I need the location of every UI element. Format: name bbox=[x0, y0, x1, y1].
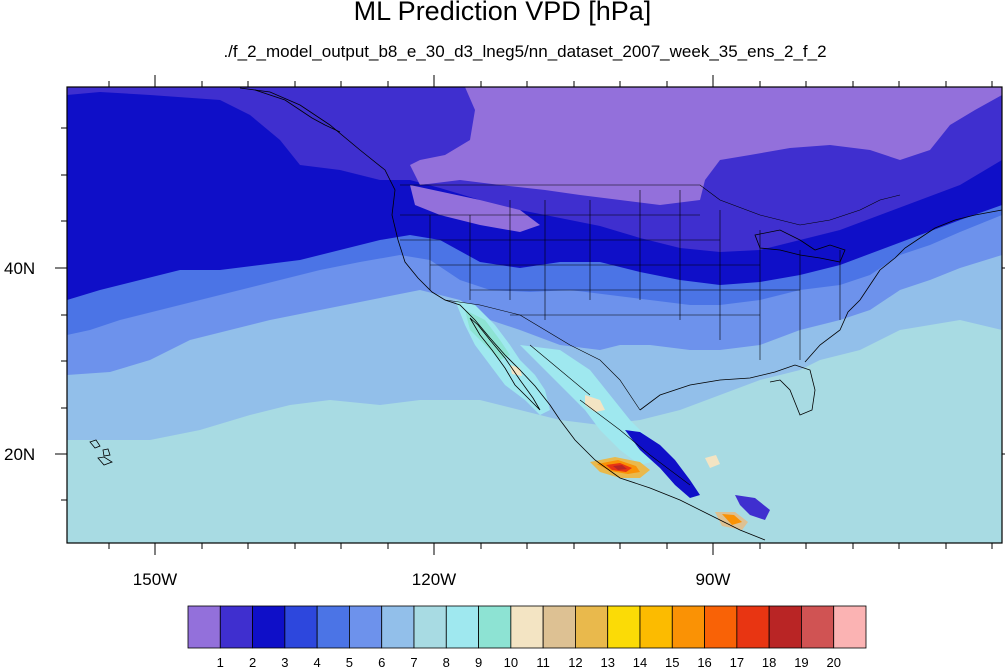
colorbar-swatch bbox=[284, 605, 318, 649]
field-level-15-central bbox=[722, 514, 742, 525]
coastlines bbox=[89, 87, 1002, 541]
field-level-1-2 bbox=[410, 87, 1002, 205]
colorbar-swatch bbox=[607, 605, 641, 649]
colorbar-label: 17 bbox=[730, 655, 744, 670]
colorbar-label: 6 bbox=[378, 655, 385, 670]
colorbar-label: 5 bbox=[346, 655, 353, 670]
lon-label-150w: 150W bbox=[133, 570, 177, 589]
field-level-1-2-b bbox=[410, 185, 540, 232]
colorbar-label: 16 bbox=[697, 655, 711, 670]
colorbar-swatch bbox=[381, 605, 415, 649]
colorbar-swatch bbox=[639, 605, 673, 649]
gulf-coast bbox=[639, 364, 816, 416]
colorbar-label: 9 bbox=[475, 655, 482, 670]
colorbar-swatch bbox=[510, 605, 544, 649]
colorbar-swatch bbox=[736, 605, 770, 649]
field-level-10-11-b bbox=[510, 365, 522, 376]
colorbar-swatch bbox=[187, 605, 221, 649]
colorbar-swatch bbox=[445, 605, 479, 649]
lon-label-90w: 90W bbox=[696, 570, 731, 589]
colorbar-label: 18 bbox=[762, 655, 776, 670]
colorbar-label: 3 bbox=[281, 655, 288, 670]
atlantic-coast bbox=[804, 209, 1002, 363]
colorbar-swatch bbox=[801, 605, 835, 649]
axis-ticks bbox=[55, 75, 1005, 555]
map-title: ML Prediction VPD [hPa] bbox=[353, 0, 652, 26]
colorbar-swatch bbox=[833, 605, 867, 649]
colorbar-swatch bbox=[413, 605, 447, 649]
colorbar-swatch bbox=[542, 605, 576, 649]
vpd-field bbox=[67, 87, 1002, 543]
hawaii-islands bbox=[89, 439, 113, 466]
borders bbox=[400, 184, 901, 486]
us-mexico-border bbox=[444, 299, 641, 411]
colorbar-label: 4 bbox=[314, 655, 321, 670]
map-subtitle: ./f_2_model_output_b8_e_30_d3_lneg5/nn_d… bbox=[223, 42, 827, 61]
baja-coast bbox=[469, 317, 541, 411]
colorbar-swatch bbox=[349, 605, 383, 649]
lon-label-120w: 120W bbox=[412, 570, 456, 589]
field-dark-pocket-sierra bbox=[625, 430, 700, 498]
colorbar: 1 2 3 4 5 6 7 8 9 10 11 12 13 14 15 16 17 18 19 20 bbox=[187, 605, 867, 670]
colorbar-swatch bbox=[768, 605, 802, 649]
colorbar-swatch bbox=[316, 605, 350, 649]
us-canada-border bbox=[400, 184, 901, 226]
field-level-18-19 bbox=[613, 465, 627, 470]
state-lines-east bbox=[719, 210, 841, 360]
colorbar-label: 12 bbox=[568, 655, 582, 670]
colorbar-label: 20 bbox=[826, 655, 840, 670]
colorbar-label: 7 bbox=[410, 655, 417, 670]
colorbar-swatch bbox=[478, 605, 512, 649]
field-level-10-11-c bbox=[705, 455, 720, 468]
colorbar-label: 13 bbox=[600, 655, 614, 670]
colorbar-label: 19 bbox=[794, 655, 808, 670]
lat-label-40n: 40N bbox=[4, 259, 35, 278]
colorbar-label: 14 bbox=[633, 655, 647, 670]
colorbar-label: 2 bbox=[249, 655, 256, 670]
colorbar-swatch bbox=[671, 605, 705, 649]
pacific-coast bbox=[239, 87, 766, 541]
colorbar-swatch bbox=[575, 605, 609, 649]
state-lines-west bbox=[429, 190, 681, 320]
colorbar-label: 15 bbox=[665, 655, 679, 670]
colorbar-swatch bbox=[252, 605, 286, 649]
colorbar-label: 8 bbox=[443, 655, 450, 670]
great-lakes bbox=[754, 229, 846, 263]
colorbar-label: 10 bbox=[504, 655, 518, 670]
colorbar-swatch bbox=[219, 605, 253, 649]
lat-label-20n: 20N bbox=[4, 445, 35, 464]
colorbar-swatch bbox=[704, 605, 738, 649]
alaska-coast bbox=[254, 89, 341, 133]
field-dark-pocket-central bbox=[735, 495, 770, 520]
mexico-states bbox=[529, 344, 691, 486]
colorbar-label: 11 bbox=[536, 655, 550, 670]
colorbar-label: 1 bbox=[217, 655, 224, 670]
state-lines-horizontal bbox=[400, 214, 800, 316]
